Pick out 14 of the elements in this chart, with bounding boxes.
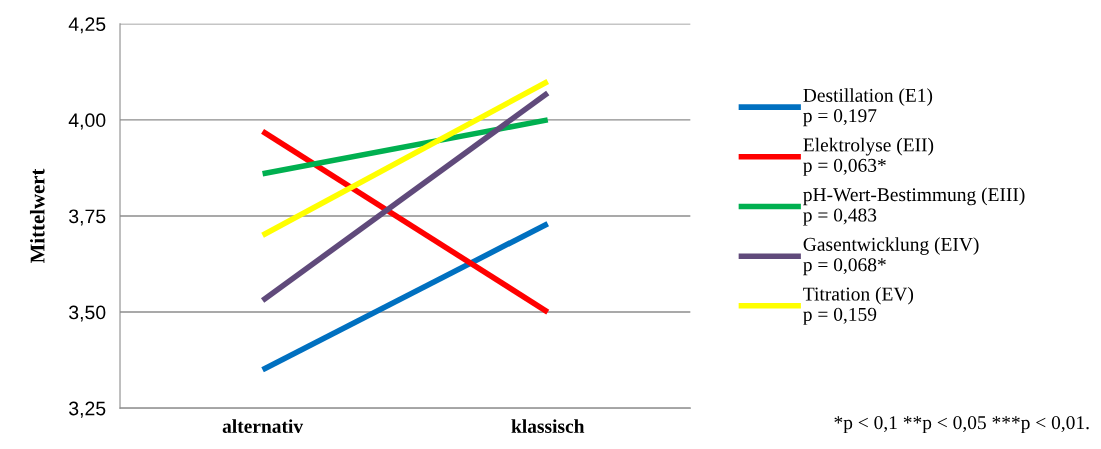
legend-label: Elektrolyse (EII) p = 0,063* — [803, 137, 934, 176]
legend-label: pH-Wert-Bestimmung (EIII) p = 0,483 — [803, 187, 1025, 226]
y-tick-label: 4,25 — [68, 17, 106, 34]
y-axis-title: Mittelwert — [29, 168, 45, 264]
y-tick-label: 4,00 — [68, 113, 106, 130]
y-tick-label: 3,75 — [69, 209, 106, 226]
y-tick-label: 3,50 — [69, 305, 106, 322]
x-tick-label: klassisch — [511, 419, 585, 433]
y-tick-label: 3,25 — [69, 401, 106, 418]
x-tick-label: alternativ — [222, 419, 304, 433]
legend-label: Gasentwicklung (EIV) p = 0,068* — [803, 237, 979, 276]
text: *p < 0,1 **p < 0,05 ***p < 0,01. — [834, 416, 1089, 434]
legend-label: Destillation (E1) p = 0,197 — [803, 88, 933, 127]
legend-label: Titration (EV) p = 0,159 — [803, 286, 914, 325]
